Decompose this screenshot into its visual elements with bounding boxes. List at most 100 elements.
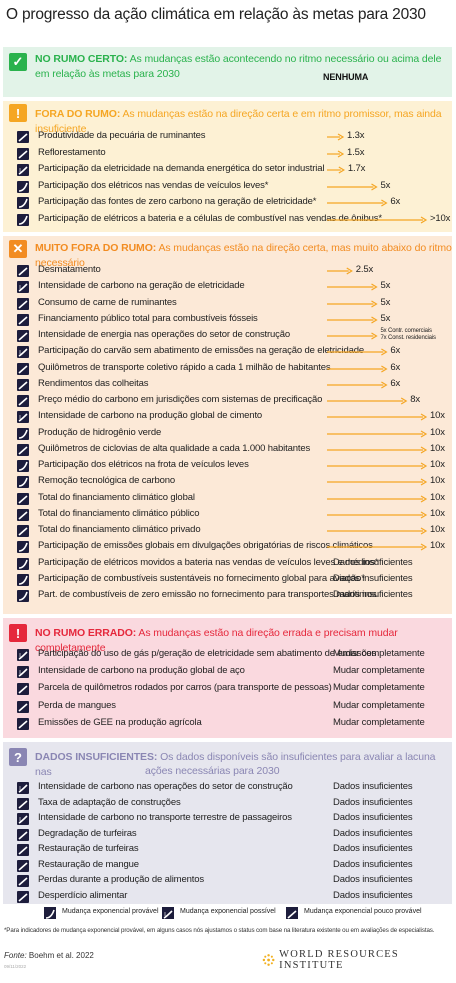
section-label: FORA DO RUMO: (35, 108, 121, 120)
section-well-off-track: ✕ MUITO FORA DO RUMO: As mudanças estão … (3, 236, 452, 614)
indicator-status: Mudar completamente (333, 699, 425, 711)
indicator-label: Remoção tecnológica de carbono (38, 475, 176, 487)
indicator-value-line: 7x Const. residenciais (380, 335, 437, 341)
mudanca-provavel-icon (17, 590, 29, 602)
mudanca-pouco-provavel-icon (17, 683, 29, 696)
mudanca-pouco-provavel-icon (17, 717, 29, 730)
indicator-label: Produtividade da pecuária de ruminantes (38, 130, 206, 141)
indicator-row: Reflorestamento 1.5x (17, 146, 447, 162)
page-title: O progresso da ação climática em relação… (6, 6, 426, 23)
progress-arrow (327, 133, 345, 141)
mudanca-provavel-icon (17, 427, 29, 440)
mudanca-provavel-icon (17, 214, 29, 226)
progress-arrow (327, 494, 428, 503)
cross-icon: ✕ (9, 240, 27, 258)
mudanca-pouco-provavel-icon (17, 875, 29, 887)
indicator-value: 10x (430, 442, 445, 454)
mudanca-possivel-icon (17, 346, 29, 359)
indicator-row: Participação do carvão sem abatimento de… (17, 344, 447, 360)
indicator-value: 5x (380, 312, 391, 324)
arrow-head (371, 316, 378, 324)
progress-arrow (327, 527, 428, 535)
indicator-label: Intensidade de carbono na geração de ele… (38, 280, 245, 292)
section-desc: Os dados disponíveis são insuficientes p… (35, 751, 436, 778)
arrow-head (381, 348, 388, 356)
indicator-value: 1.7x (347, 163, 366, 175)
arrow-head (420, 446, 428, 454)
indicator-status: Mudar completamente (333, 648, 425, 659)
indicator-label: Participação de elétricos movidos a bate… (38, 556, 379, 568)
mudanca-pouco-provavel-icon (17, 265, 29, 277)
indicator-label: Consumo de carne de ruminantes (38, 296, 177, 308)
indicator-label: Quilômetros de transporte coletivo rápid… (38, 361, 331, 373)
indicator-label: Desperdício alimentar (38, 889, 128, 901)
mudanca-pouco-provavel-icon (17, 395, 29, 407)
progress-arrow (327, 299, 378, 308)
indicator-row: Intensidade de energia nas operações do … (17, 328, 447, 344)
indicator-value: 5x (380, 296, 391, 308)
progress-arrow (327, 166, 345, 174)
indicator-label: Total do financiamento climático privado (38, 524, 201, 535)
progress-arrow (327, 267, 353, 275)
indicator-value: 8x (410, 394, 420, 405)
exclamation-icon: ! (9, 104, 27, 122)
progress-arrow (327, 446, 428, 454)
progress-arrow (327, 381, 388, 389)
indicator-row: Produtividade da pecuária de ruminantes 1… (17, 129, 447, 145)
mudanca-pouco-provavel-icon (17, 313, 29, 326)
arrow-head (420, 527, 428, 535)
legend-label: Mudança exponencial possível (180, 908, 276, 915)
mudanca-pouco-provavel-icon (17, 508, 29, 521)
progress-arrow (327, 216, 428, 224)
indicator-label: Rendimentos das colheitas (38, 377, 149, 389)
indicator-row: Emissões de GEE na produção agrícola Muda… (17, 716, 447, 732)
indicator-value-line: 5x Contr. comerciais (380, 328, 433, 334)
indicator-row: Degradação de turfeiras Dados insuficient… (17, 827, 447, 843)
section-label: NO RUMO ERRADO: (35, 627, 137, 639)
section-desc: As mudanças estão na direção errada e pr… (35, 627, 398, 654)
mudanca-provavel-icon (17, 573, 29, 586)
section-desc: As mudanças estão acontecendo no ritmo n… (129, 53, 442, 65)
indicator-value: 5x (380, 280, 391, 292)
indicator-row: Participação dos elétricos nas vendas de… (17, 179, 447, 195)
mudanca-possivel-icon (17, 649, 29, 661)
mudanca-pouco-provavel-icon (17, 362, 29, 375)
indicator-label: Preço médio do carbono em jurisdições co… (38, 394, 323, 405)
arrow-head (420, 413, 428, 421)
indicator-label: Participação de combustíveis sustentávei… (38, 572, 365, 584)
indicator-label: Produção de hidrogênio verde (38, 426, 162, 438)
indicator-status: Mudar completamente (333, 716, 425, 728)
wrong-direction-icon: ! (9, 624, 27, 642)
indicator-value: 10x (430, 459, 445, 470)
indicator-row: Rendimentos das colheitas 6x (17, 377, 447, 393)
indicator-value: 5x (380, 179, 391, 191)
indicator-row: Produção de hidrogênio verde 10x (17, 426, 447, 442)
indicator-label: Participação do carvão sem abatimento de… (38, 345, 365, 357)
indicator-label: Intensidade de carbono no transporte ter… (38, 812, 292, 823)
wri-logo: WORLD RESOURCES INSTITUTE (262, 949, 456, 971)
legend-icon-provavel (44, 907, 56, 919)
mudanca-pouco-provavel-icon (17, 828, 29, 841)
section-off-track: ! FORA DO RUMO: As mudanças estão na dir… (3, 101, 452, 232)
indicator-status: Dados insuficientes (333, 556, 413, 568)
arrow-head (420, 462, 428, 470)
mudanca-pouco-provavel-icon (17, 859, 29, 872)
mudanca-possivel-icon (17, 813, 29, 825)
indicator-row: Financiamento público total para combust… (17, 312, 447, 328)
indicator-status: Dados insuficientes (333, 796, 413, 808)
progress-arrow (327, 429, 428, 438)
progress-arrow (327, 397, 408, 405)
indicator-status: Dados insuficientes (333, 781, 413, 792)
indicator-status: Dados insuficientes (333, 589, 413, 600)
indicator-status: Dados insuficientes (333, 827, 413, 839)
wri-logo-text: WORLD RESOURCES INSTITUTE (279, 949, 399, 971)
indicator-row: Participação de elétricos a bateria e a … (17, 212, 450, 228)
legend-label: Mudança exponencial provável (62, 908, 159, 915)
indicator-value: 1.3x (347, 130, 365, 141)
indicator-label: Participação dos elétricos nas vendas de… (38, 179, 269, 191)
question-icon: ? (9, 748, 27, 766)
section-on-track: ✓ NO RUMO CERTO: As mudanças estão acont… (3, 47, 452, 97)
indicator-label: Participação dos elétricos na frota de v… (38, 459, 249, 470)
mudanca-pouco-provavel-icon (17, 525, 29, 537)
indicator-value: 10x (430, 410, 445, 422)
